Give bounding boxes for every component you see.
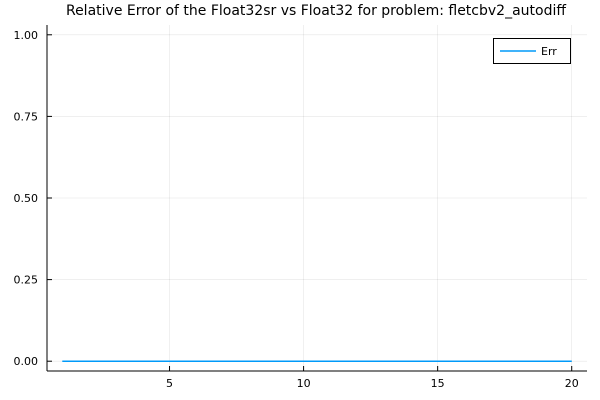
x-tick-label-0: 5 — [166, 377, 173, 390]
y-tick-label-4: 1.00 — [14, 29, 39, 42]
legend: Err — [493, 38, 571, 64]
y-tick-label-3: 0.75 — [14, 110, 39, 123]
x-tick-label-2: 15 — [431, 377, 445, 390]
grid — [47, 25, 587, 371]
legend-label-err: Err — [541, 45, 557, 58]
ticks: 5 10 15 20 0.00 0.25 0.50 0.75 1.00 — [14, 29, 579, 390]
chart-title: Relative Error of the Float32sr vs Float… — [66, 3, 566, 19]
x-tick-label-3: 20 — [565, 377, 579, 390]
y-tick-label-0: 0.00 — [14, 355, 39, 368]
x-tick-label-1: 10 — [297, 377, 311, 390]
y-tick-label-1: 0.25 — [14, 274, 39, 287]
y-tick-label-2: 0.50 — [14, 192, 39, 205]
